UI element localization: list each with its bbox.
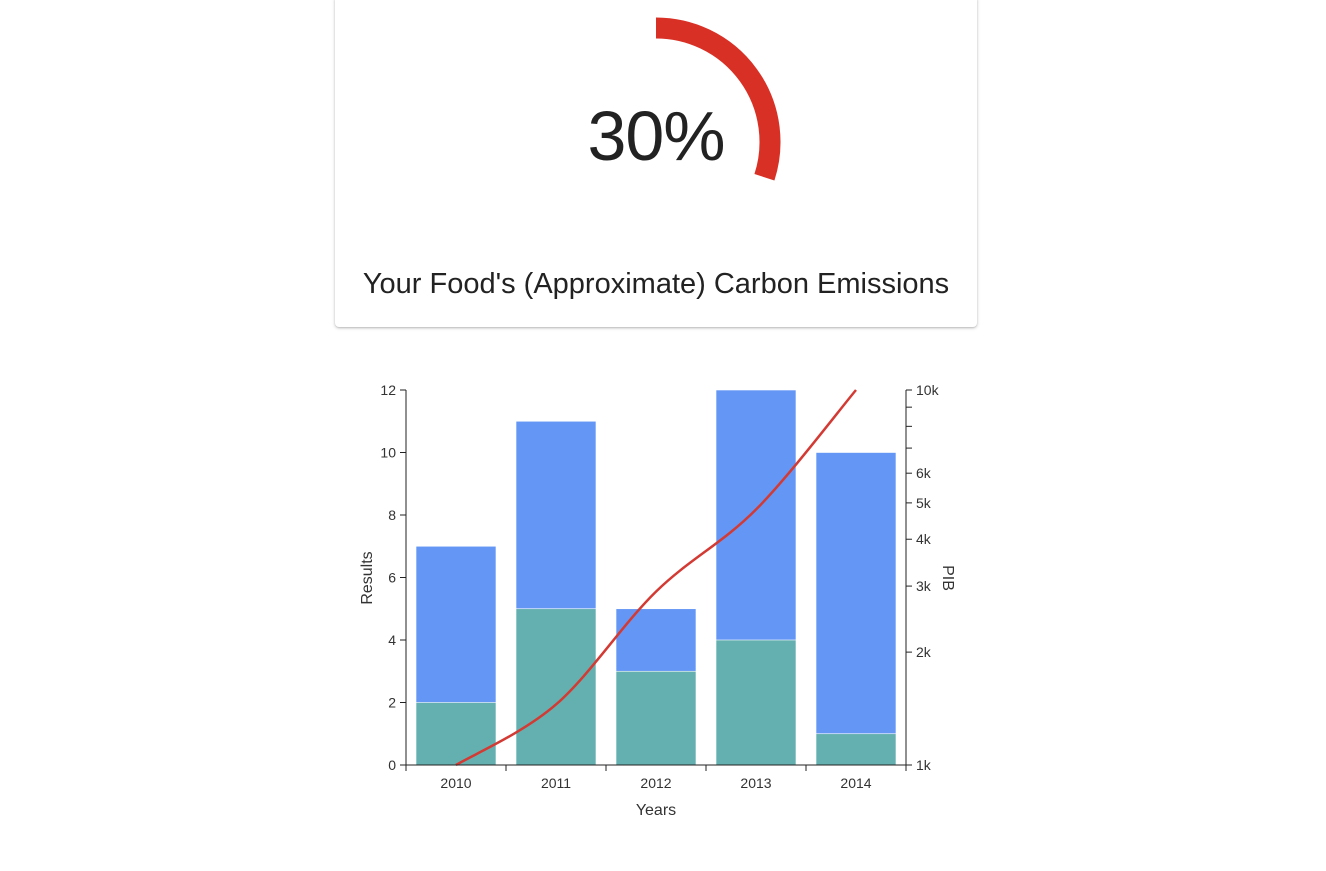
pib-line	[455, 389, 857, 767]
x-tick-label: 2012	[640, 775, 671, 791]
gauge-value: 30%	[587, 97, 725, 175]
bar-series2-2011	[515, 608, 597, 766]
y-tick-label: 0	[388, 757, 396, 773]
y2-tick-label: 10k	[916, 382, 940, 398]
y2-axis-label: PIB	[939, 565, 956, 591]
carbon-card: 30% Your Food's (Approximate) Carbon Emi…	[335, 0, 977, 327]
y-tick-label: 2	[388, 695, 396, 711]
y-axis-left: 0 2 4 6 8 10 12	[380, 382, 407, 773]
y2-tick-label: 1k	[916, 757, 932, 773]
card-title: Your Food's (Approximate) Carbon Emissio…	[362, 268, 950, 300]
x-axis-label: Years	[636, 802, 676, 819]
gauge-ring	[655, 17, 781, 181]
y2-tick-label: 4k	[916, 531, 932, 547]
x-axis: 2010 2011 2012 2013 2014	[405, 764, 907, 791]
y-tick-label: 10	[380, 445, 396, 461]
x-tick-label: 2011	[541, 775, 571, 791]
bar-series2-2012	[615, 670, 697, 766]
y2-tick-label: 5k	[916, 495, 932, 511]
y2-tick-label: 2k	[916, 644, 932, 660]
gauge-arc	[655, 17, 781, 181]
y-axis-label: Results	[359, 551, 376, 604]
y-tick-label: 8	[388, 507, 396, 523]
line-layer	[455, 389, 857, 767]
y-tick-label: 4	[388, 632, 396, 648]
x-tick-label: 2010	[440, 775, 471, 791]
y2-tick-label: 6k	[916, 465, 932, 481]
y2-tick-label: 3k	[916, 578, 932, 594]
bar-series2-2014	[815, 733, 897, 766]
x-tick-label: 2014	[840, 775, 871, 791]
y-tick-label: 6	[388, 570, 396, 586]
y-tick-label: 12	[380, 382, 396, 398]
bars-group	[415, 389, 897, 766]
y-axis-right: 1k 2k 3k 4k 5k 6k 10k	[905, 382, 940, 773]
bar-series1-2014	[815, 452, 897, 766]
bar-series2-2010	[415, 702, 497, 766]
x-tick-label: 2013	[740, 775, 771, 791]
bar-series2-2013	[715, 639, 797, 766]
